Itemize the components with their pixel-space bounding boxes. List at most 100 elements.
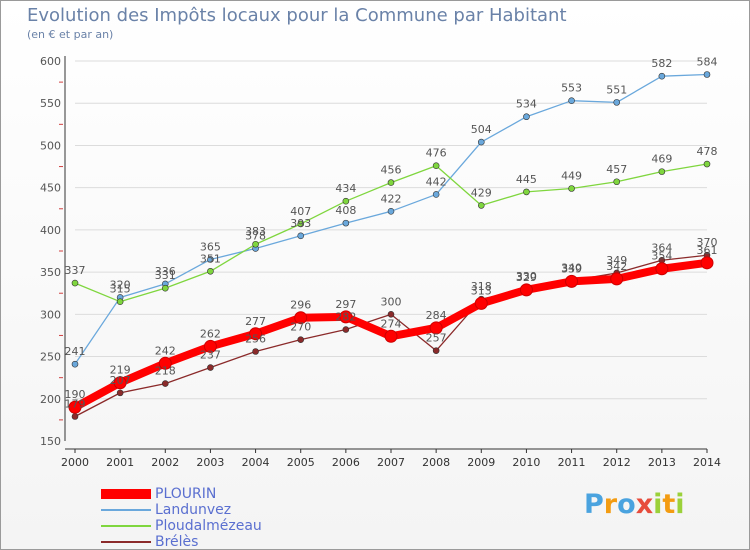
data-point xyxy=(523,113,530,121)
data-point xyxy=(207,364,214,371)
legend-item-ploudalmézeau: Ploudalmézeau xyxy=(101,518,262,534)
x-tick-label: 2008 xyxy=(422,456,450,469)
data-label: 337 xyxy=(65,264,86,277)
data-point xyxy=(203,339,217,353)
data-label: 330 xyxy=(516,270,537,283)
logo-letter: r xyxy=(603,489,618,520)
data-point xyxy=(523,188,530,196)
x-tick-label: 2009 xyxy=(467,456,495,469)
data-point xyxy=(568,185,575,192)
data-label: 262 xyxy=(200,327,221,340)
legend-swatch xyxy=(101,541,151,543)
chart-subtitle: (en € et par an) xyxy=(27,28,114,41)
legend-item-landunvez: Landunvez xyxy=(101,502,262,518)
data-label: 422 xyxy=(381,192,402,205)
data-point xyxy=(658,168,666,175)
x-tick-label: 2011 xyxy=(558,456,586,469)
data-label: 551 xyxy=(606,83,627,96)
data-label: 270 xyxy=(290,321,311,334)
logo-letter: i xyxy=(675,489,685,520)
logo-letter: P xyxy=(584,489,604,520)
data-point xyxy=(432,347,440,354)
x-tick-label: 2010 xyxy=(512,456,540,469)
data-label: 190 xyxy=(65,388,86,401)
data-label: 383 xyxy=(245,225,266,238)
data-point xyxy=(519,283,533,297)
data-label: 218 xyxy=(155,365,176,378)
legend-swatch xyxy=(101,489,151,499)
data-label: 329 xyxy=(516,271,537,284)
data-label: 408 xyxy=(335,204,356,217)
data-point xyxy=(207,267,214,275)
data-point xyxy=(297,232,305,240)
legend-label: Ploudalmézeau xyxy=(155,518,262,534)
data-point xyxy=(71,413,79,420)
data-label: 242 xyxy=(155,344,176,357)
data-point xyxy=(613,178,621,186)
data-point xyxy=(252,348,259,355)
y-tick-label: 200 xyxy=(40,393,61,406)
data-label: 277 xyxy=(245,315,266,328)
data-label: 534 xyxy=(516,98,537,111)
data-point xyxy=(700,256,714,270)
data-point xyxy=(565,274,579,288)
legend-swatch xyxy=(101,509,151,511)
data-label: 284 xyxy=(426,309,447,322)
data-point xyxy=(342,219,350,227)
data-point xyxy=(610,272,624,286)
chart-title: Evolution des Impôts locaux pour la Comm… xyxy=(27,5,567,26)
logo-letter: t xyxy=(662,489,676,520)
data-label: 318 xyxy=(471,280,492,293)
data-label: 449 xyxy=(561,170,582,183)
x-tick-label: 2003 xyxy=(196,456,224,469)
data-point xyxy=(387,311,395,318)
data-label: 476 xyxy=(426,147,447,160)
data-label: 340 xyxy=(561,262,582,275)
x-tick-label: 2001 xyxy=(106,456,134,469)
data-label: 207 xyxy=(110,374,131,387)
data-label: 365 xyxy=(200,240,221,253)
data-label: 370 xyxy=(697,236,718,249)
data-label: 457 xyxy=(606,163,627,176)
legend-item-plourin: PLOURIN xyxy=(101,486,262,502)
data-point xyxy=(387,179,395,186)
y-tick-label: 300 xyxy=(40,308,61,321)
data-label: 339 xyxy=(561,262,582,275)
data-point xyxy=(116,389,124,397)
y-tick-label: 150 xyxy=(40,435,61,448)
data-label: 313 xyxy=(471,284,492,297)
axes: 150 200 250 300 350 400 450 500 550 600 2000 2001 20… xyxy=(40,55,721,469)
data-label: 504 xyxy=(471,123,492,136)
data-label: 364 xyxy=(651,241,672,254)
data-point xyxy=(568,97,575,104)
data-label: 179 xyxy=(65,398,86,411)
y-tick-label: 250 xyxy=(40,351,61,364)
series-points xyxy=(68,71,714,420)
data-point xyxy=(474,296,488,310)
data-label: 553 xyxy=(561,82,582,95)
data-point xyxy=(613,99,621,106)
data-point xyxy=(342,326,350,333)
data-label: 478 xyxy=(697,145,718,158)
proxiti-logo: Proxiti xyxy=(584,489,685,520)
data-point xyxy=(207,256,214,263)
x-tick-label: 2007 xyxy=(377,456,405,469)
y-tick-label: 350 xyxy=(40,266,61,279)
data-point xyxy=(294,311,308,325)
x-tick-label: 2002 xyxy=(151,456,179,469)
data-point xyxy=(71,279,79,287)
y-tick-label: 500 xyxy=(40,139,61,152)
data-label: 429 xyxy=(471,186,492,199)
data-label: 315 xyxy=(110,283,131,296)
data-label: 219 xyxy=(110,364,131,377)
legend-label: Brélès xyxy=(155,534,199,550)
logo-letter: x xyxy=(635,489,654,520)
x-tick-label: 2012 xyxy=(603,456,631,469)
x-tick-label: 2000 xyxy=(61,456,89,469)
data-point xyxy=(432,191,440,198)
y-tick-label: 450 xyxy=(40,182,61,195)
legend-label: PLOURIN xyxy=(155,486,217,502)
legend-label: Landunvez xyxy=(155,502,232,518)
